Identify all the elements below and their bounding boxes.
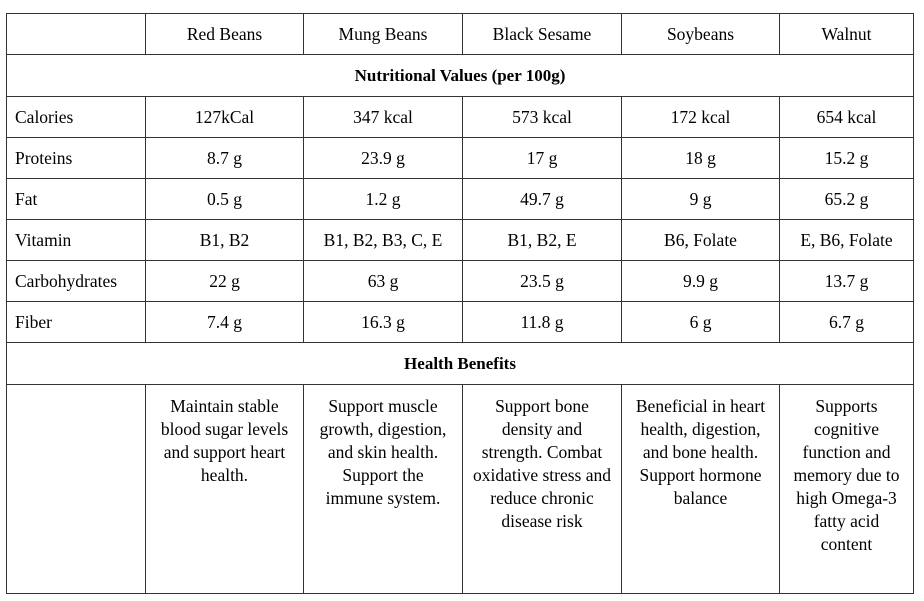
header-cell-corner [6, 13, 146, 55]
benefit-cell-walnut: Supports cognitive function and memory d… [779, 384, 914, 594]
table-cell: E, B6, Folate [779, 219, 914, 261]
table-cell: 8.7 g [145, 137, 304, 179]
table-row-fat: Fat 0.5 g 1.2 g 49.7 g 9 g 65.2 g [6, 178, 914, 220]
benefit-cell-red-beans: Maintain stable blood sugar levels and s… [145, 384, 304, 594]
table-row-benefits: Maintain stable blood sugar levels and s… [6, 384, 914, 594]
benefit-cell-soybeans: Beneficial in heart health, digestion, a… [621, 384, 780, 594]
table-cell: 11.8 g [462, 301, 622, 343]
row-label [6, 384, 146, 594]
nutrition-table: Red Beans Mung Beans Black Sesame Soybea… [6, 13, 914, 594]
row-label: Vitamin [6, 219, 146, 261]
table-cell: 15.2 g [779, 137, 914, 179]
table-cell: 347 kcal [303, 96, 463, 138]
row-label: Fat [6, 178, 146, 220]
table-cell: 16.3 g [303, 301, 463, 343]
table-row-vitamin: Vitamin B1, B2 B1, B2, B3, C, E B1, B2, … [6, 219, 914, 261]
section-title-benefits: Health Benefits [6, 342, 914, 385]
benefit-cell-mung-beans: Support muscle growth, digestion, and sk… [303, 384, 463, 594]
table-cell: B1, B2, E [462, 219, 622, 261]
table-cell: 1.2 g [303, 178, 463, 220]
table-cell: 22 g [145, 260, 304, 302]
table-cell: 9 g [621, 178, 780, 220]
row-label: Calories [6, 96, 146, 138]
table-cell: B1, B2 [145, 219, 304, 261]
row-label: Proteins [6, 137, 146, 179]
table-cell: 9.9 g [621, 260, 780, 302]
row-label: Fiber [6, 301, 146, 343]
table-cell: 172 kcal [621, 96, 780, 138]
section-row-benefits: Health Benefits [6, 342, 914, 385]
table-cell: 7.4 g [145, 301, 304, 343]
row-label: Carbohydrates [6, 260, 146, 302]
section-row-nutrition: Nutritional Values (per 100g) [6, 54, 914, 97]
table-cell: 49.7 g [462, 178, 622, 220]
table-cell: 0.5 g [145, 178, 304, 220]
table-row-fiber: Fiber 7.4 g 16.3 g 11.8 g 6 g 6.7 g [6, 301, 914, 343]
header-cell-walnut: Walnut [779, 13, 914, 55]
table-cell: 6 g [621, 301, 780, 343]
table-cell: 23.5 g [462, 260, 622, 302]
table-cell: B6, Folate [621, 219, 780, 261]
table-cell: 654 kcal [779, 96, 914, 138]
table-row-proteins: Proteins 8.7 g 23.9 g 17 g 18 g 15.2 g [6, 137, 914, 179]
table-cell: B1, B2, B3, C, E [303, 219, 463, 261]
benefit-cell-black-sesame: Support bone density and strength. Comba… [462, 384, 622, 594]
table-cell: 63 g [303, 260, 463, 302]
header-cell-black-sesame: Black Sesame [462, 13, 622, 55]
table-cell: 65.2 g [779, 178, 914, 220]
table-row-carbohydrates: Carbohydrates 22 g 63 g 23.5 g 9.9 g 13.… [6, 260, 914, 302]
header-row: Red Beans Mung Beans Black Sesame Soybea… [6, 13, 914, 55]
table-cell: 17 g [462, 137, 622, 179]
header-cell-red-beans: Red Beans [145, 13, 304, 55]
section-title-nutrition: Nutritional Values (per 100g) [6, 54, 914, 97]
table-cell: 6.7 g [779, 301, 914, 343]
table-cell: 23.9 g [303, 137, 463, 179]
header-cell-soybeans: Soybeans [621, 13, 780, 55]
table-row-calories: Calories 127kCal 347 kcal 573 kcal 172 k… [6, 96, 914, 138]
table-cell: 18 g [621, 137, 780, 179]
table-cell: 573 kcal [462, 96, 622, 138]
table-cell: 13.7 g [779, 260, 914, 302]
table-cell: 127kCal [145, 96, 304, 138]
header-cell-mung-beans: Mung Beans [303, 13, 463, 55]
